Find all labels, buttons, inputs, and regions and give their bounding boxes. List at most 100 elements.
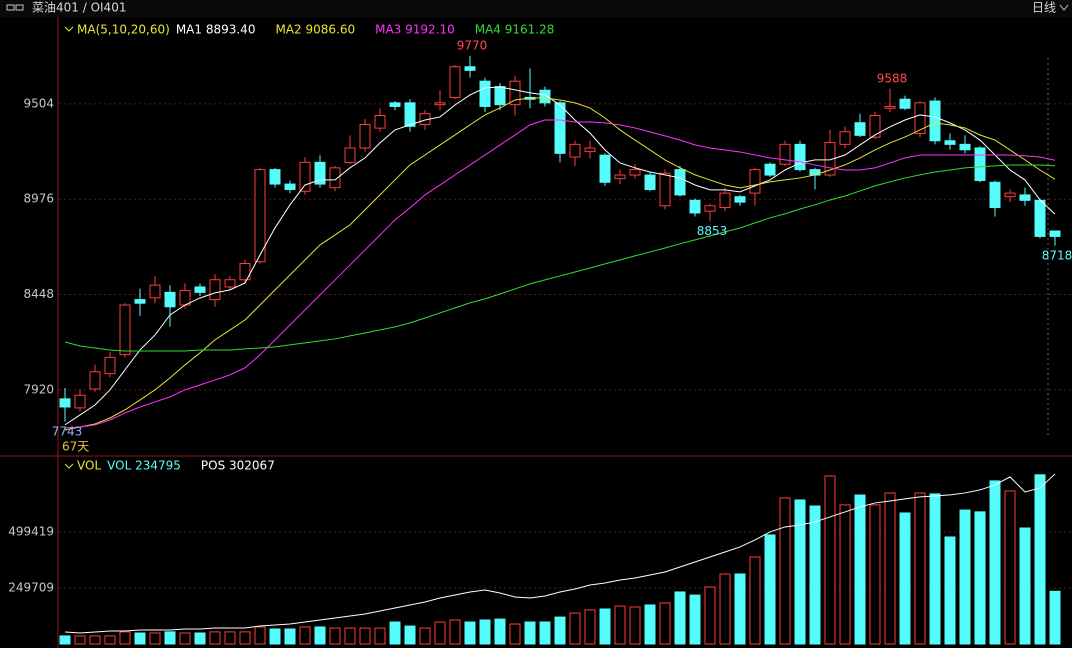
candle-body — [734, 196, 746, 203]
extreme-label: 8853 — [697, 224, 728, 238]
volume-bar — [269, 628, 281, 645]
volume-bar — [494, 618, 506, 645]
volume-bar — [944, 536, 956, 645]
volume-bar — [539, 621, 551, 645]
y-tick-label: 499419 — [8, 524, 54, 538]
volume-bar — [59, 635, 71, 645]
period-selector[interactable]: 日线 — [1032, 1, 1056, 15]
candle-body — [959, 143, 971, 151]
line — [64, 164, 1056, 352]
candle-body — [479, 80, 491, 107]
volume-bar — [719, 573, 731, 645]
candle-body — [539, 89, 551, 104]
volume-bar — [404, 625, 416, 645]
candle-body — [764, 163, 776, 176]
volume-bar — [359, 627, 371, 645]
candle-body — [404, 102, 416, 127]
y-tick-label: 9504 — [23, 96, 54, 110]
volume-bar — [614, 605, 626, 645]
volume-bar — [89, 635, 101, 645]
volume-bar — [689, 594, 701, 645]
candle-body — [914, 102, 926, 135]
volume-bar — [569, 612, 581, 645]
y-tick-label: 8976 — [23, 192, 54, 206]
candle-body — [944, 140, 956, 145]
volume-bar — [914, 492, 926, 645]
candle-body — [689, 199, 701, 214]
legend-chevron[interactable] — [64, 26, 74, 32]
menu-icon[interactable] — [6, 4, 24, 11]
volume-bar — [764, 534, 776, 645]
legend-title: VOL — [77, 459, 101, 473]
candle-body — [854, 122, 866, 136]
y-tick-label: 8448 — [23, 287, 54, 301]
candle-body — [989, 181, 1001, 209]
volume-bar — [74, 635, 86, 645]
candle-body — [839, 131, 851, 145]
candle-body — [389, 102, 401, 107]
volume-bar — [194, 632, 206, 645]
candle-body — [779, 143, 791, 165]
volume-bar — [824, 475, 836, 645]
candle-body — [449, 66, 461, 98]
volume-bar — [884, 492, 896, 645]
volume-bar — [854, 494, 866, 645]
volume-bar — [989, 480, 1001, 645]
volume-bar — [209, 631, 221, 645]
candle-body — [719, 192, 731, 209]
volume-bar — [584, 609, 596, 645]
candle-body — [89, 371, 101, 390]
volume-bar — [464, 621, 476, 645]
volume-bar — [299, 626, 311, 645]
candle-body — [749, 169, 761, 194]
y-tick-label: 7920 — [23, 382, 54, 396]
volume-bar — [839, 504, 851, 645]
volume-bar — [134, 632, 146, 645]
volume-bar — [374, 627, 386, 645]
legend-entry: MA1 8893.40 — [176, 23, 256, 37]
volume-bar — [164, 631, 176, 645]
candle-body — [464, 66, 476, 71]
candle-body — [1019, 194, 1031, 201]
volume-bar — [809, 505, 821, 645]
volume-bar — [254, 626, 266, 645]
candle-body — [554, 102, 566, 154]
volume-bar — [524, 621, 536, 645]
volume-bar — [104, 635, 116, 645]
volume-bar — [644, 604, 656, 645]
extreme-label: 8718 — [1042, 248, 1072, 262]
candle-body — [434, 102, 446, 106]
candle-body — [314, 161, 326, 185]
line — [64, 97, 1056, 431]
volume-bar — [314, 626, 326, 645]
line — [64, 119, 1056, 429]
period-label: 67天 — [62, 440, 89, 454]
candle-body — [359, 124, 371, 149]
dropdown-chevron[interactable] — [1059, 4, 1069, 11]
volume-bar — [704, 586, 716, 645]
candle-body — [374, 114, 386, 129]
candle-body — [674, 169, 686, 196]
candle-body — [149, 284, 161, 299]
candle-body — [299, 161, 311, 192]
candle-body — [134, 299, 146, 304]
volume-bar — [329, 627, 341, 645]
volume-bar — [149, 632, 161, 645]
volume-bar — [224, 631, 236, 645]
line — [64, 86, 1056, 426]
volume-bar — [734, 573, 746, 645]
candle-body — [629, 169, 641, 176]
candle-body — [884, 105, 896, 109]
candle-body — [1004, 192, 1016, 198]
volume-bar — [929, 493, 941, 645]
candle-body — [1049, 230, 1061, 237]
legend-chevron[interactable] — [64, 463, 74, 469]
candle-body — [494, 86, 506, 106]
volume-bar — [449, 619, 461, 645]
candle-body — [584, 147, 596, 153]
volume-bar — [554, 616, 566, 645]
candle-body — [899, 98, 911, 109]
candle-body — [824, 142, 836, 176]
